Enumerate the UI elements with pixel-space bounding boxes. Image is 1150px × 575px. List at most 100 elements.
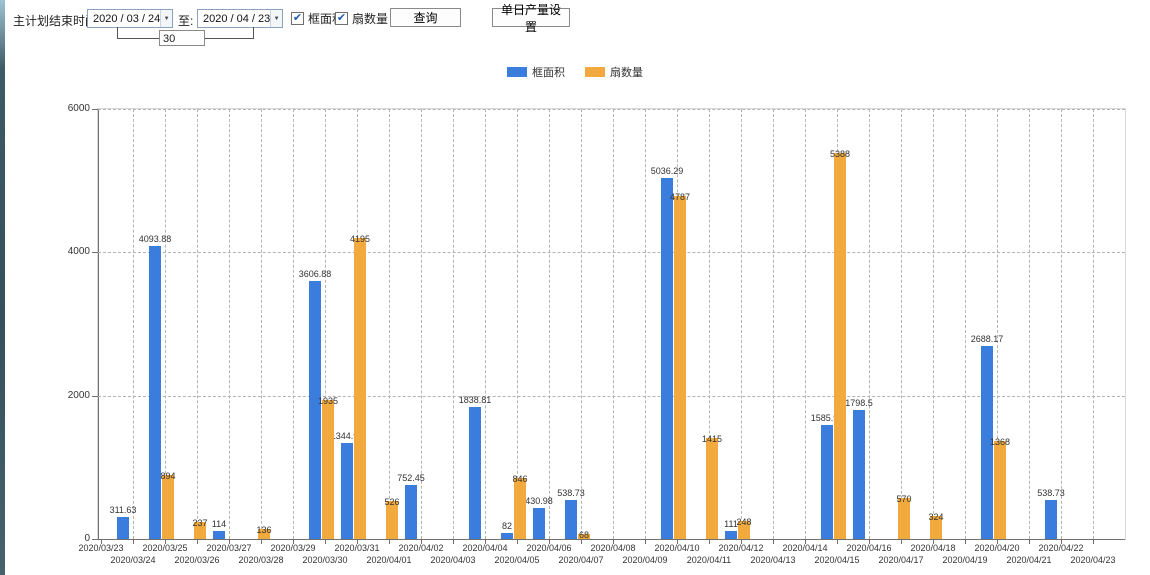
vertical-gridline [389,109,390,539]
x-axis-tick [325,540,326,544]
bar-扇数量-2020/04/10 [674,196,686,539]
bar-框面积-2020/03/25 [149,246,161,539]
x-axis-date-label: 2020/04/11 [686,555,732,565]
x-axis-date-label: 2020/04/16 [846,543,892,553]
x-axis-date-label: 2020/03/26 [174,555,220,565]
bar-value-label: 111 [724,519,738,529]
x-axis-tick [965,540,966,544]
x-axis-date-label: 2020/04/02 [398,543,444,553]
bar-框面积-2020/04/12 [725,531,737,539]
x-axis-tick [869,540,870,544]
bar-value-label: 5036.29 [650,166,684,176]
bar-value-label: 570 [896,494,912,504]
x-axis-date-label: 2020/04/10 [654,543,700,553]
x-axis-tick [741,540,742,544]
x-axis-tick [485,540,486,544]
x-axis-date-label: 2020/03/25 [142,543,188,553]
chart-legend: 框面积 扇数量 [0,64,1150,80]
horizontal-gridline [98,109,1125,110]
vertical-gridline [517,109,518,539]
x-axis-date-label: 2020/03/23 [78,543,124,553]
x-axis-date-label: 2020/04/23 [1070,555,1116,565]
bar-扇数量-2020/04/01 [386,501,398,539]
bar-扇数量-2020/04/20 [994,441,1006,539]
bar-扇数量-2020/03/30 [322,400,334,539]
bar-value-label: 237 [192,518,208,528]
y-axis-value-label: 6000 [67,103,90,114]
vertical-gridline [261,109,262,539]
bar-扇数量-2020/04/17 [898,498,910,539]
vertical-gridline [709,109,710,539]
query-button[interactable]: 查询 [390,8,461,27]
vertical-gridline [869,109,870,539]
x-axis-tick [709,540,710,544]
x-axis-date-label: 2020/04/13 [750,555,796,565]
date-from-combobox[interactable]: 2020 / 03 / 24 ▼ [87,9,173,28]
to-label: 至: [178,14,194,28]
bar-value-label: 894 [160,471,176,481]
bar-value-label: 1935 [317,396,339,406]
y-axis-tick [92,395,98,397]
fan-count-checkbox[interactable]: ✔ 扇数量 [335,10,388,27]
vertical-gridline [805,109,806,539]
bar-value-label: 752.45 [397,473,425,483]
x-axis-date-label: 2020/03/30 [302,555,348,565]
vertical-gridline [645,109,646,539]
x-axis-tick [933,540,934,544]
bar-扇数量-2020/04/05 [514,478,526,539]
legend-item-frame-area: 框面积 [507,64,565,80]
x-axis-date-label: 2020/03/27 [206,543,252,553]
x-axis-date-label: 2020/04/04 [462,543,508,553]
x-axis-tick [101,540,102,544]
x-axis-date-label: 2020/04/19 [942,555,988,565]
bar-value-label: 1368 [989,437,1011,447]
bar-value-label: 4195 [349,234,371,244]
vertical-gridline [773,109,774,539]
chevron-down-icon[interactable]: ▼ [160,10,172,27]
bracket-line [117,38,160,39]
window-left-edge [0,0,5,575]
bracket-line [205,38,254,39]
x-axis-tick [1093,540,1094,544]
vertical-gridline [165,109,166,539]
bar-框面积-2020/04/15 [821,425,833,539]
x-axis-tick [1029,540,1030,544]
checkbox-checked-icon[interactable]: ✔ [291,12,304,25]
x-axis-tick [581,540,582,544]
chevron-down-icon[interactable]: ▼ [270,10,282,27]
x-axis-date-label: 2020/04/14 [782,543,828,553]
vertical-gridline [901,109,902,539]
x-axis-tick [389,540,390,544]
bar-框面积-2020/04/06 [533,508,545,539]
bar-value-label: 1798.5 [845,398,873,408]
y-axis-value-label: 4000 [67,246,90,258]
x-axis-date-label: 2020/04/15 [814,555,860,565]
daily-output-settings-button[interactable]: 单日产量设置 [492,3,570,34]
x-axis-tick [837,540,838,544]
bar-框面积-2020/04/16 [853,410,865,539]
bar-value-label: 248 [736,517,752,527]
bar-value-label: 82 [501,521,512,531]
x-axis-date-label: 2020/04/07 [558,555,604,565]
bar-框面积-2020/04/22 [1045,500,1057,539]
vertical-gridline [581,109,582,539]
bar-value-label: 1585.96 [810,413,844,423]
bar-扇数量-2020/03/28 [258,529,270,539]
bar-框面积-2020/03/24 [117,517,129,539]
bracket-line [117,27,118,39]
y-axis-value-label: 2000 [67,389,90,401]
x-axis-date-label: 2020/04/21 [1006,555,1052,565]
days-count-input[interactable]: 30 [159,30,205,46]
x-axis-tick [997,540,998,544]
x-axis-tick [165,540,166,544]
x-axis-date-label: 2020/04/17 [878,555,924,565]
bar-框面积-2020/04/10 [661,178,673,539]
y-axis-value-label: 0 [84,533,90,544]
date-to-combobox[interactable]: 2020 / 04 / 23 ▼ [197,9,283,28]
bar-扇数量-2020/04/15 [834,153,846,539]
x-axis-date-label: 2020/04/03 [430,555,476,565]
checkbox-checked-icon[interactable]: ✔ [335,12,348,25]
horizontal-gridline [98,395,1125,397]
x-axis-date-label: 2020/03/24 [110,555,156,565]
